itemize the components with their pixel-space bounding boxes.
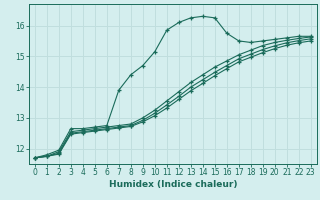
X-axis label: Humidex (Indice chaleur): Humidex (Indice chaleur) (108, 180, 237, 189)
